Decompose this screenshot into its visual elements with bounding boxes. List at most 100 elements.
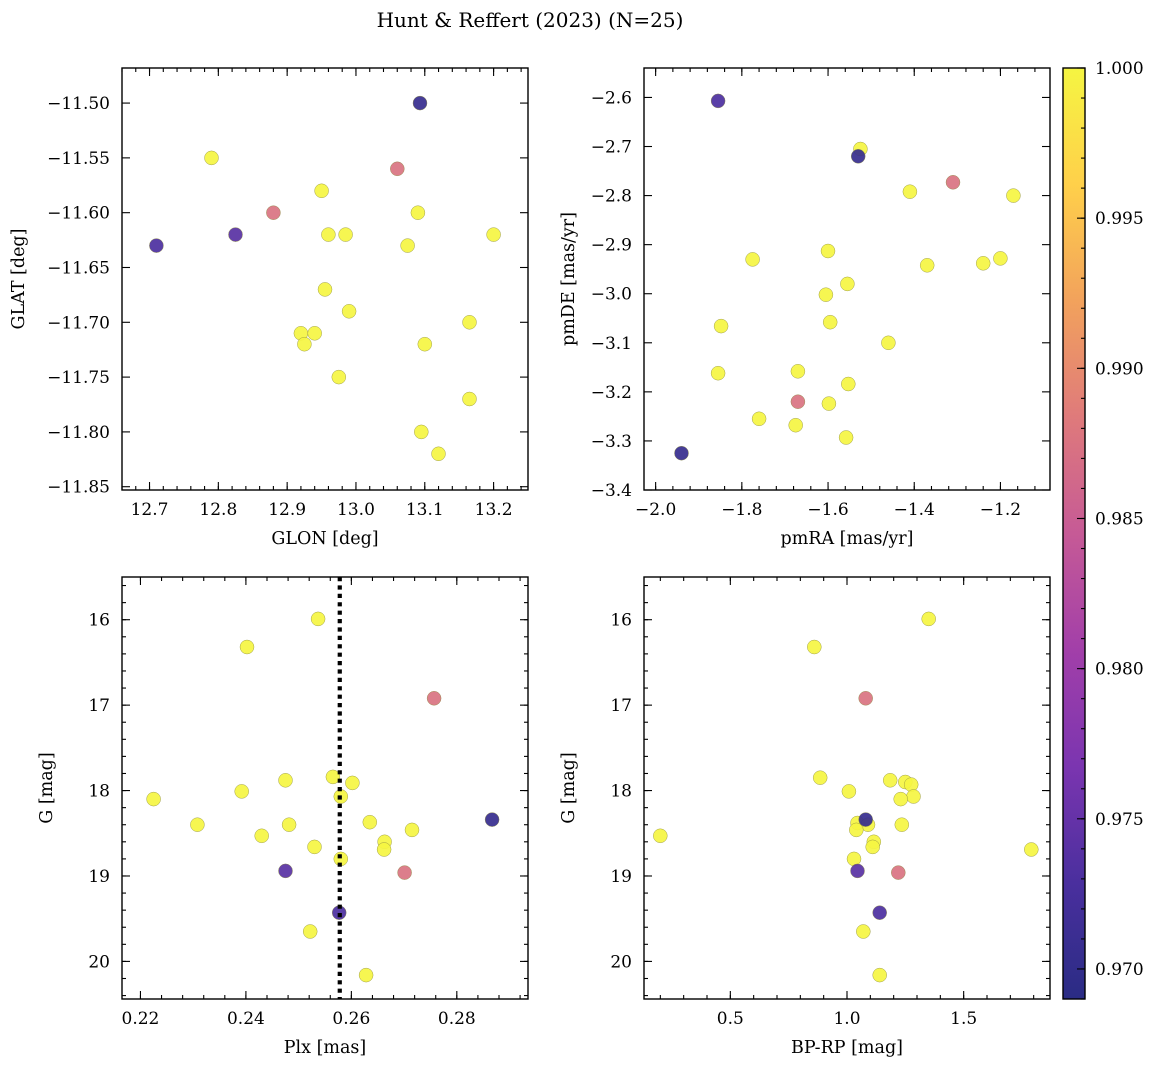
y-tick-label: −3.2 [591, 383, 632, 403]
x-tick-label: −2.0 [635, 500, 676, 520]
data-point [807, 639, 822, 655]
panel-cmd-plx: 0.22 0.24 0.26 0.28 16 17 18 19 20 Plx [mas] G [ma… [37, 576, 529, 1058]
data-point [840, 276, 855, 292]
data-point [404, 822, 420, 838]
data-point [813, 770, 828, 785]
data-point [751, 411, 767, 426]
data-point [858, 691, 873, 706]
y-tick-label: 18 [610, 782, 632, 802]
x-tick-label: −1.2 [980, 500, 1021, 520]
y-tick-label: −11.85 [47, 478, 110, 498]
x-axis-label: pmRA [mas/yr] [781, 529, 914, 549]
y-tick-label: −3.0 [591, 285, 632, 305]
data-point [993, 251, 1008, 266]
data-point [412, 95, 428, 111]
colorbar-tick-label: 1.000 [1095, 59, 1144, 79]
data-point [872, 967, 887, 983]
x-tick-label: 13.2 [475, 500, 513, 520]
plot-frame [121, 67, 529, 491]
data-point [278, 773, 293, 788]
y-axis-label: G [mag] [37, 752, 57, 823]
data-point [376, 842, 392, 857]
colorbar-gradient [1062, 67, 1086, 1000]
x-tick-label: 0.5 [717, 1009, 744, 1029]
x-tick-label: 12.8 [199, 500, 237, 520]
data-point [920, 258, 935, 273]
x-tick-label: 0.24 [227, 1009, 265, 1029]
data-point [358, 967, 374, 983]
data-point [823, 315, 838, 330]
y-tick-label: 20 [88, 952, 110, 972]
y-tick-label: −11.70 [47, 313, 110, 333]
colorbar-tick-label: 0.990 [1095, 359, 1144, 379]
data-point [976, 256, 991, 271]
data-point [710, 366, 726, 381]
y-tick-label: 19 [610, 867, 632, 887]
y-tick-label: −11.55 [47, 149, 110, 169]
x-tick-label: 13.1 [406, 500, 444, 520]
data-point [921, 611, 936, 627]
data-point [190, 817, 205, 832]
y-tick-label: 16 [88, 611, 110, 631]
data-point [838, 430, 854, 445]
y-axis-label: GLAT [deg] [9, 229, 29, 330]
x-axis-label: BP-RP [mag] [791, 1038, 903, 1058]
y-tick-label: −2.6 [591, 88, 632, 108]
x-tick-label: 12.9 [268, 500, 306, 520]
data-point [278, 863, 293, 879]
data-point [818, 287, 834, 302]
data-point [317, 282, 333, 297]
data-point [486, 227, 501, 242]
y-tick-label: 18 [88, 782, 110, 802]
data-point [904, 777, 919, 792]
colorbar-tick-label: 0.985 [1095, 509, 1144, 529]
x-tick-label: 1.5 [950, 1009, 977, 1029]
data-point [841, 376, 856, 392]
data-point [146, 791, 161, 807]
data-point [314, 183, 329, 199]
data-point [204, 150, 219, 166]
data-point [426, 691, 442, 706]
data-point [239, 639, 255, 655]
data-point [881, 335, 896, 350]
data-point [462, 315, 477, 330]
colorbar: 0.970 0.975 0.980 0.985 0.990 0.995 1.000 [1062, 59, 1144, 1000]
data-point [345, 775, 360, 791]
data-point [1006, 188, 1021, 203]
x-tick-label: −1.4 [894, 500, 935, 520]
y-tick-label: 20 [610, 952, 632, 972]
y-tick-label: 19 [88, 867, 110, 887]
data-point [431, 446, 446, 461]
colorbar-tick-label: 0.970 [1095, 960, 1144, 980]
data-point [281, 817, 297, 832]
data-point [307, 326, 322, 341]
x-axis-label: GLON [deg] [271, 529, 378, 549]
data-point [846, 851, 862, 867]
data-point [303, 924, 318, 939]
data-point [331, 369, 346, 385]
panel-pm: −2.0 −1.8 −1.6 −1.4 −1.2 −2.6 −2.7 −2.8 −2.9 −3.0… [559, 67, 1051, 549]
data-point [945, 175, 961, 190]
data-point [1024, 842, 1039, 857]
x-tick-label: 13.0 [337, 500, 375, 520]
data-point [894, 817, 909, 832]
panel-pos: 12.7 12.8 12.9 13.0 13.1 13.2 −11.50 −11.55 −11.… [9, 67, 529, 549]
plot-frame [643, 576, 1051, 1000]
y-tick-label: −11.65 [47, 258, 110, 278]
figure-title: Hunt & Reffert (2023) (N=25) [377, 8, 684, 32]
y-tick-label: −2.8 [591, 187, 632, 207]
y-tick-label: −11.75 [47, 368, 110, 388]
data-point [790, 394, 806, 409]
data-point [883, 773, 898, 788]
data-point [400, 238, 415, 253]
data-point [307, 839, 322, 855]
plot-frame [121, 576, 529, 1000]
data-point [849, 822, 864, 838]
y-tick-label: −2.9 [591, 236, 632, 256]
data-point [397, 865, 412, 880]
data-point [893, 791, 908, 807]
data-point [788, 418, 803, 433]
data-point [841, 784, 857, 799]
x-tick-label: −1.8 [721, 500, 762, 520]
